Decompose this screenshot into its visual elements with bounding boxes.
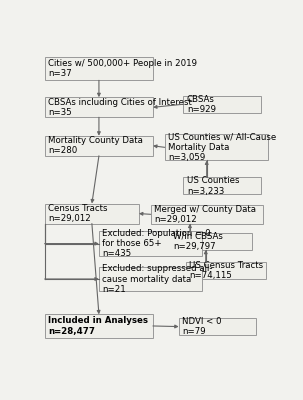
- FancyBboxPatch shape: [45, 314, 153, 338]
- FancyBboxPatch shape: [169, 233, 251, 250]
- Text: US Counties w/ All-Cause
Mortality Data
n=3,059: US Counties w/ All-Cause Mortality Data …: [168, 132, 276, 162]
- Text: Excluded: Population = 0
for those 65+
n=435: Excluded: Population = 0 for those 65+ n…: [102, 229, 211, 258]
- Text: CBSAs including Cities of Interest
n=35: CBSAs including Cities of Interest n=35: [48, 98, 192, 117]
- Text: Included in Analyses
n=28,477: Included in Analyses n=28,477: [48, 316, 148, 336]
- FancyBboxPatch shape: [45, 57, 153, 80]
- Text: Cities w/ 500,000+ People in 2019
n=37: Cities w/ 500,000+ People in 2019 n=37: [48, 59, 198, 78]
- FancyBboxPatch shape: [45, 136, 153, 156]
- Text: CBSAs
n=929: CBSAs n=929: [187, 94, 216, 114]
- Text: Census Tracts
n=29,012: Census Tracts n=29,012: [48, 204, 108, 223]
- FancyBboxPatch shape: [184, 96, 261, 113]
- FancyBboxPatch shape: [186, 262, 266, 279]
- Text: Mortality County Data
n=280: Mortality County Data n=280: [48, 136, 143, 156]
- FancyBboxPatch shape: [179, 318, 256, 335]
- Text: NDVI < 0
n=79: NDVI < 0 n=79: [182, 317, 222, 336]
- FancyBboxPatch shape: [151, 205, 263, 224]
- Text: Excluded: suppressed all-
cause mortality data
n=21: Excluded: suppressed all- cause mortalit…: [102, 264, 213, 294]
- FancyBboxPatch shape: [45, 97, 153, 117]
- FancyBboxPatch shape: [45, 204, 139, 224]
- Text: US Counties
n=3,233: US Counties n=3,233: [187, 176, 239, 196]
- FancyBboxPatch shape: [99, 231, 202, 256]
- Text: W/in CBSAs
n=29,797: W/in CBSAs n=29,797: [173, 232, 223, 251]
- Text: Merged w/ County Data
n=29,012: Merged w/ County Data n=29,012: [154, 205, 256, 224]
- FancyBboxPatch shape: [165, 134, 268, 160]
- FancyBboxPatch shape: [184, 177, 261, 194]
- FancyBboxPatch shape: [99, 267, 202, 291]
- Text: US Census Tracts
n=74,115: US Census Tracts n=74,115: [189, 261, 264, 280]
